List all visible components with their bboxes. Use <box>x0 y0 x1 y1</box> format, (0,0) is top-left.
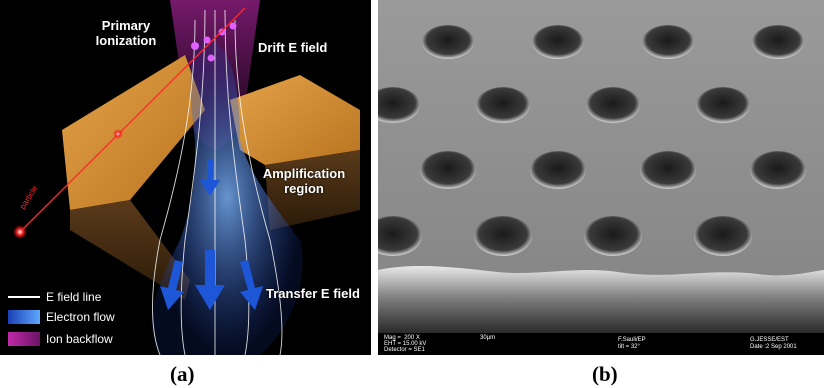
transfer-field-label: Transfer E field <box>266 286 360 301</box>
gem-hole <box>532 25 584 59</box>
legend-field-line: E field line <box>8 290 101 304</box>
gem-illustration-panel: Primary Ionization Drift E field Amplifi… <box>0 0 371 355</box>
sem-magnification: Mag = 200 X <box>384 335 420 341</box>
gem-hole <box>642 25 694 59</box>
legend-ion-backflow: Ion backflow <box>8 332 113 346</box>
foil-right-side <box>265 150 360 230</box>
legend-field-line-text: E field line <box>46 290 102 304</box>
sem-scale-bar: 30µm <box>480 335 496 341</box>
gem-hole <box>750 151 806 189</box>
field-line-swatch <box>8 296 40 298</box>
particle-track <box>17 7 246 235</box>
ionization-cluster <box>191 22 237 62</box>
amplification-region-label: Amplification region <box>262 166 346 196</box>
sem-tilt: tilt = 32° <box>618 344 640 350</box>
foil-cut-edge <box>378 266 824 333</box>
gem-hole <box>694 216 752 256</box>
caption-a: (a) <box>170 362 195 386</box>
legend-ion-backflow-text: Ion backflow <box>46 332 113 346</box>
caption-b: (b) <box>592 362 618 386</box>
gem-hole-illustration <box>13 0 360 355</box>
primary-ionization-label: Primary Ionization <box>95 18 157 48</box>
gem-hole <box>530 151 586 189</box>
sem-operator: F.Sauli/EP <box>618 337 646 343</box>
legend-electron-flow: Electron flow <box>8 310 115 324</box>
particle-dot-mid <box>113 129 123 139</box>
electron-arrows <box>160 160 263 310</box>
foil-left-side <box>70 200 190 300</box>
drift-field-label: Drift E field <box>258 40 328 55</box>
gem-hole <box>476 87 530 123</box>
foil-left-top <box>62 55 205 210</box>
gem-hole <box>422 25 474 59</box>
sem-info-bar: Mag = 200 X EHT = 15.00 kV Detector = SE… <box>378 333 824 355</box>
electron-flow-swatch <box>8 310 40 324</box>
foil-right-top <box>230 75 360 165</box>
gem-hole <box>752 25 804 59</box>
gem-hole <box>640 151 696 189</box>
gem-hole <box>474 216 532 256</box>
sem-eht: EHT = 15.00 kV <box>384 341 427 347</box>
gem-hole <box>420 151 476 189</box>
gem-hole <box>378 216 422 256</box>
particle-dot <box>13 225 27 239</box>
sem-micrograph-panel: Mag = 200 X EHT = 15.00 kV Detector = SE… <box>378 0 824 355</box>
sem-hole-array <box>378 0 824 333</box>
sem-author: G.JESSE/EST <box>750 337 789 343</box>
field-lines <box>152 9 283 355</box>
gem-hole <box>586 87 640 123</box>
electron-funnel <box>151 40 303 355</box>
gem-hole <box>584 216 642 256</box>
legend-electron-flow-text: Electron flow <box>46 310 115 324</box>
sem-detector: Detector = SE1 <box>384 347 425 353</box>
sem-date: Date :2 Sep 2001 <box>750 344 797 350</box>
ion-backflow-swatch <box>8 332 40 346</box>
hole-grid <box>378 25 806 256</box>
gem-hole <box>696 87 750 123</box>
gem-hole <box>378 87 420 123</box>
